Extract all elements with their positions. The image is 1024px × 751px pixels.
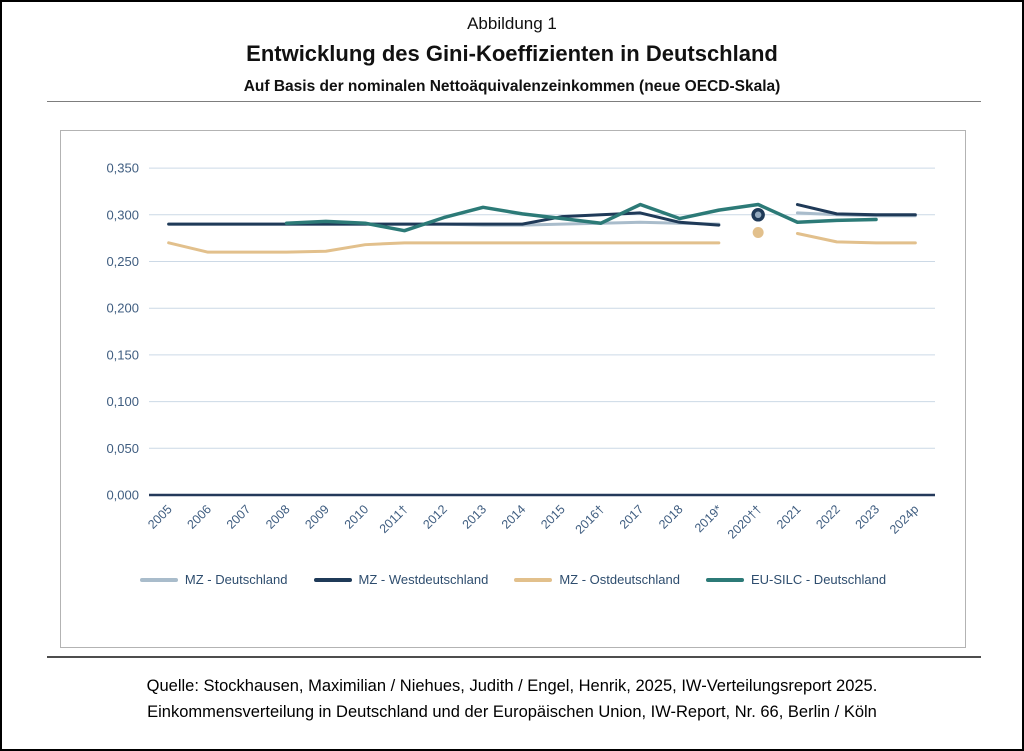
x-tick-label: 2011† — [377, 502, 411, 536]
x-tick-label: 2005 — [145, 502, 175, 532]
legend-swatch-mz-deutschland — [139, 577, 178, 582]
legend-item-mz-westdeutschland: MZ - Westdeutschland — [313, 572, 489, 587]
source-line-2: Einkommensverteilung in Deutschland und … — [147, 702, 877, 721]
legend-swatch-mz-ostdeutschland — [514, 577, 553, 582]
x-tick-label: 2006 — [185, 502, 215, 532]
legend-label: MZ - Westdeutschland — [358, 572, 489, 587]
divider-bottom — [47, 656, 981, 658]
legend-swatch-eu-silc-deutschland — [705, 577, 744, 582]
y-tick-label: 0,000 — [106, 488, 139, 503]
legend-item-mz-ostdeutschland: MZ - Ostdeutschland — [514, 572, 680, 587]
x-tick-label: 2007 — [224, 502, 254, 532]
x-tick-label: 2017 — [617, 502, 647, 532]
chart-legend: MZ - Deutschland MZ - Westdeutschland MZ -… — [61, 572, 965, 587]
x-tick-label: 2019* — [692, 502, 725, 535]
x-tick-label: 2013 — [460, 502, 490, 532]
series-line-eu-silc-deutschland — [284, 202, 878, 233]
y-tick-label: 0,350 — [106, 161, 139, 176]
x-tick-label: 2023 — [853, 502, 883, 532]
marker-mz-westdeutschland-2020†† — [751, 208, 765, 222]
legend-label: MZ - Deutschland — [184, 572, 288, 587]
chart-title: Entwicklung des Gini-Koeffizienten in De… — [246, 41, 778, 66]
series-line-mz-westdeutschland — [167, 211, 721, 227]
chart-subtitle: Auf Basis der nominalen Nettoäquivalenze… — [243, 78, 781, 95]
x-tick-label: 2022 — [813, 502, 843, 532]
divider-top — [47, 101, 981, 102]
x-tick-label: 2008 — [263, 502, 293, 532]
figure-label: Abbildung 1 — [467, 14, 557, 33]
x-tick-label: 2015 — [538, 502, 568, 532]
x-tick-label: 2009 — [302, 502, 332, 532]
x-tick-label: 2018 — [656, 502, 686, 532]
legend-item-mz-deutschland: MZ - Deutschland — [139, 572, 288, 587]
legend-label: EU-SILC - Deutschland — [750, 572, 887, 587]
y-tick-label: 0,150 — [106, 347, 139, 362]
x-tick-label: 2016† — [573, 502, 608, 537]
source-line-1: Quelle: Stockhausen, Maximilian / Niehue… — [146, 677, 878, 695]
y-tick-label: 0,300 — [106, 207, 139, 222]
y-tick-label: 0,200 — [106, 301, 139, 316]
x-tick-label: 2021 — [774, 502, 804, 532]
series-line-mz-ostdeutschland — [795, 231, 917, 245]
legend-swatch-mz-westdeutschland — [313, 577, 352, 582]
series-line-mz-westdeutschland — [795, 203, 917, 217]
series-line-mz-ostdeutschland — [167, 241, 721, 254]
y-tick-label: 0,100 — [106, 394, 139, 409]
gini-line-chart: 0,000 0,050 0,100 0,150 0,200 0,250 0,300 0,350… — [106, 161, 935, 542]
x-tick-label: 2014 — [499, 502, 529, 532]
x-tick-label: 2010 — [342, 502, 372, 532]
marker-mz-ostdeutschland-2020†† — [752, 227, 764, 239]
legend-item-eu-silc-deutschland: EU-SILC - Deutschland — [705, 572, 887, 587]
x-tick-label: 2020†† — [725, 502, 764, 541]
x-tick-label: 2012 — [420, 502, 450, 532]
chart-frame: 0,000 0,050 0,100 0,150 0,200 0,250 0,300 0,350… — [60, 130, 966, 648]
title-block: Abbildung 1 Entwicklung des Gini-Koeffiz… — [2, 2, 1022, 96]
legend-label: MZ - Ostdeutschland — [559, 572, 680, 587]
y-tick-label: 0,050 — [106, 441, 139, 456]
y-tick-label: 0,250 — [106, 254, 139, 269]
source-citation: Quelle: Stockhausen, Maximilian / Niehue… — [2, 674, 1022, 725]
x-tick-label: 2024p — [887, 502, 922, 537]
